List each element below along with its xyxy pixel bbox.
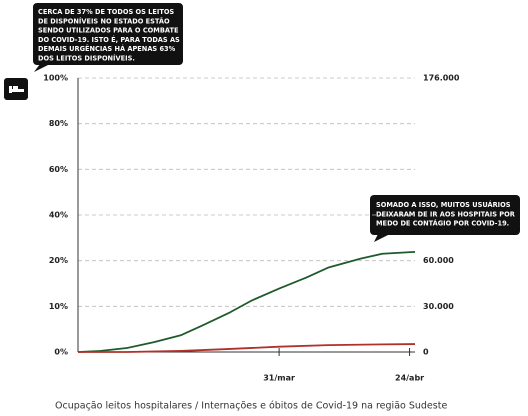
- y-tick-label: 100%: [43, 74, 68, 83]
- y-tick-label: 80%: [49, 119, 68, 128]
- y-tick-label: 10%: [49, 302, 68, 311]
- y2-tick-label: 0: [423, 348, 429, 357]
- y-tick-label: 0%: [54, 348, 68, 357]
- caption: Ocupação leitos hospitalares / Internaçõ…: [55, 401, 447, 412]
- annotation: DEMAIS URGÊNCIAS HÁ APENAS 63%: [38, 44, 176, 53]
- callout-2: [370, 195, 520, 242]
- y-tick-label: 20%: [49, 256, 68, 265]
- y-tick-label: 40%: [49, 211, 68, 220]
- annotation: DOS LEITOS DISPONÍVEIS.: [38, 54, 135, 63]
- x-tick-label: 24/abr: [395, 374, 424, 383]
- y-tick-label: 60%: [49, 165, 68, 174]
- bed-icon: [4, 78, 28, 100]
- annotation: DEIXARAM DE IR AOS HOSPITAIS POR: [376, 210, 515, 218]
- annotation: DO COVID-19. ISTO É, PARA TODAS AS: [38, 35, 180, 44]
- callout-1: [33, 3, 183, 72]
- series-line: [77, 250, 416, 353]
- annotation: DE DISPONÍVEIS NO ESTADO ESTÃO: [38, 16, 170, 25]
- annotation: MEDO DE CONTÁGIO POR COVID-19.: [376, 219, 509, 228]
- x-tick-label: 31/mar: [263, 374, 295, 383]
- y2-tick-label: 176.000: [423, 74, 460, 83]
- annotation: CERCA DE 37% DE TODOS OS LEITOS: [38, 8, 174, 16]
- series-line: [78, 343, 416, 353]
- annotation: SOMADO A ISSO, MUITOS USUÁRIOS: [376, 200, 511, 209]
- annotation: SENDO UTILIZADOS PARA O COMBATE: [38, 27, 179, 35]
- y2-tick-label: 60.000: [423, 256, 454, 265]
- y2-tick-label: 30.000: [423, 302, 454, 311]
